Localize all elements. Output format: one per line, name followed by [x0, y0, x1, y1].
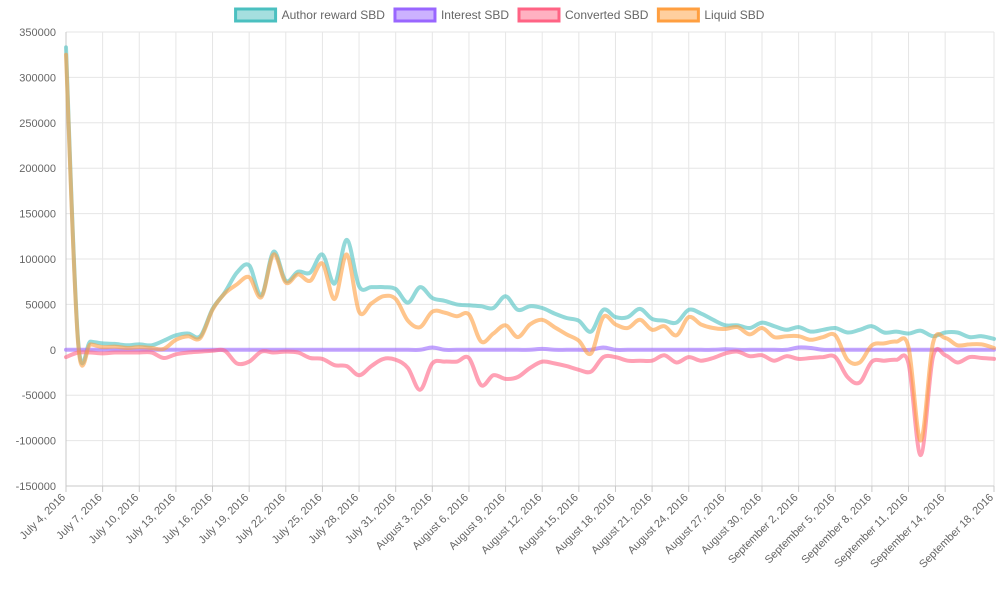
legend-item-author-reward-sbd[interactable]: Author reward SBD: [234, 7, 386, 23]
y-tick-label: -150000: [16, 481, 56, 493]
legend-label: Liquid SBD: [704, 8, 764, 22]
legend-swatch: [393, 7, 437, 23]
y-tick-label: 250000: [19, 118, 56, 130]
legend-label: Author reward SBD: [282, 8, 386, 22]
series-line-liquid-sbd: [64, 52, 996, 443]
x-tick-label: September 2, 2016: [726, 492, 801, 567]
legend-swatch: [234, 7, 278, 23]
y-tick-label: 150000: [19, 209, 56, 221]
y-tick-label: 200000: [19, 163, 56, 175]
y-tick-label: 50000: [25, 299, 56, 311]
gridlines: [65, 31, 995, 487]
series-line-author-reward-sbd: [64, 45, 996, 366]
legend-item-converted-sbd[interactable]: Converted SBD: [517, 7, 649, 23]
y-axis: 350000 300000 250000 200000 150000 100000 5000…: [16, 27, 67, 493]
y-tick-label: 0: [50, 345, 56, 357]
legend-label: Interest SBD: [441, 8, 509, 22]
y-tick-label: 350000: [19, 27, 56, 39]
y-tick-label: -100000: [16, 436, 56, 448]
legend-item-interest-sbd[interactable]: Interest SBD: [393, 7, 509, 23]
legend-swatch: [656, 7, 700, 23]
legend: Author reward SBD Interest SBD Converted S…: [234, 7, 765, 23]
x-tick-label: September 5, 2016: [763, 492, 838, 567]
series-lines: [64, 45, 996, 458]
y-tick-label: -50000: [22, 390, 56, 402]
series-line-converted-sbd: [64, 346, 996, 458]
legend-item-liquid-sbd[interactable]: Liquid SBD: [656, 7, 765, 23]
y-tick-label: 300000: [19, 72, 56, 84]
legend-label: Converted SBD: [565, 8, 649, 22]
legend-swatch: [517, 7, 561, 23]
y-tick-label: 100000: [19, 254, 56, 266]
x-tick-label: September 8, 2016: [799, 492, 874, 567]
